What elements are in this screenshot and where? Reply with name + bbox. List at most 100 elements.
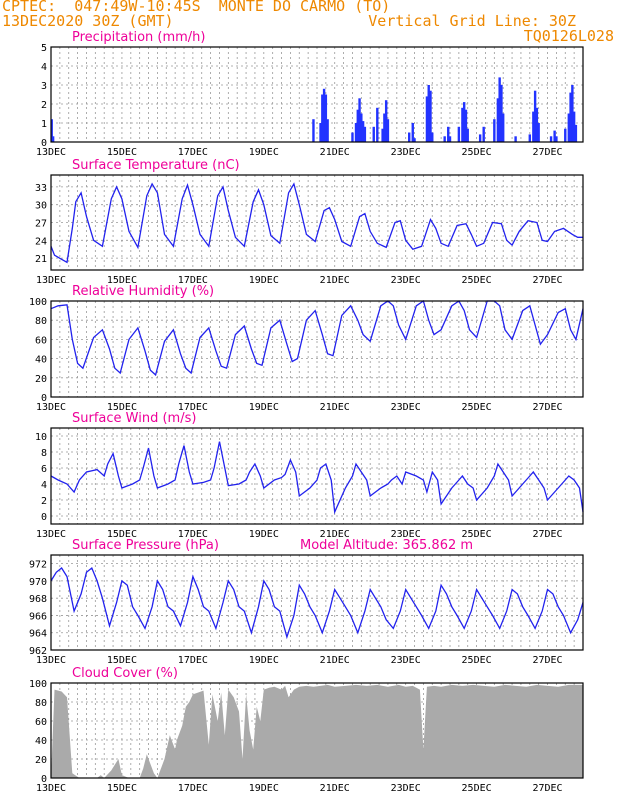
precip-bar [360,113,363,142]
wind-ytick-label: 8 [41,448,47,459]
wind-xtick-label: 17DEC [178,529,208,540]
header-datetime: 13DEC2020 30Z (GMT) [2,12,174,30]
temperature-ytick-label: 21 [35,254,47,265]
precip-bar [361,121,365,142]
pressure-ytick-label: 968 [29,594,47,605]
temperature-ytick-label: 27 [35,219,47,230]
precip-bar [535,107,539,142]
humidity-ytick-label: 0 [41,393,47,404]
humidity-frame [50,300,584,398]
humidity-xtick-label: 13DEC [36,402,66,413]
humidity-xtick-label: 25DEC [462,402,492,413]
cloud-xtick-label: 21DEC [320,783,350,794]
temperature-series-line [50,182,583,264]
precip-bar [498,77,501,142]
precip-bar [50,119,53,142]
precip-ytick-label: 4 [41,62,47,73]
pressure-annotation: Model Altitude: 365.862 m [300,538,473,553]
precip-xtick-label: 15DEC [107,147,137,158]
temperature-frame [50,174,584,271]
precip-bar [462,102,466,142]
precip-bar [384,100,388,142]
wind-series-line [50,441,584,515]
pressure-frame [50,554,584,651]
precip-bar [493,119,496,142]
precip-bar [574,124,578,142]
temperature-xtick-label: 19DEC [249,275,279,286]
precip-bar [549,136,553,142]
cloud-xtick-label: 25DEC [462,783,492,794]
humidity-panel: 0 20 40 60 80 100 13DEC 15DEC 17DEC 19DEC 21DEC 23D… [29,284,584,413]
precip-xtick-label: 19DEC [249,147,279,158]
cloud-ytick-label: 20 [35,755,47,766]
cloud-xtick-label: 23DEC [391,783,421,794]
precip-bar [351,132,354,142]
precip-bar [354,123,358,142]
humidity-title: Relative Humidity (%) [72,284,214,299]
pressure-ytick-label: 972 [29,560,47,571]
precip-bar [478,134,482,142]
precip-bar [443,136,446,142]
cloud-ytick-label: 100 [29,679,47,690]
pressure-xtick-label: 27DEC [532,655,562,666]
wind-frame [50,427,584,525]
precip-xtick-label: 21DEC [320,147,350,158]
temperature-panel: 21 24 27 30 33 13DEC 15DEC 17DEC 19DEC 21DEC 23DEC… [35,158,584,286]
wind-xtick-label: 21DEC [320,529,350,540]
humidity-series-line [50,299,584,377]
precip-bar [448,136,452,142]
pressure-xtick-label: 25DEC [462,655,492,666]
cloud-title: Cloud Cover (%) [72,666,178,681]
pressure-ytick-label: 966 [29,611,47,622]
humidity-xtick-label: 19DEC [249,402,279,413]
temperature-ytick-label: 30 [35,201,47,212]
precip-xtick-label: 23DEC [391,147,421,158]
humidity-ytick-label: 60 [35,335,47,346]
precip-bar [363,126,367,142]
precip-xtick-label: 25DEC [462,147,492,158]
precip-bar [564,128,567,142]
precip-bar [461,107,464,142]
humidity-xtick-label: 15DEC [107,402,137,413]
precip-bar [533,90,537,142]
precip-xtick-label: 13DEC [36,147,66,158]
cloud-panel: 0 20 40 60 80 100 13DEC 15DEC 17DEC 19DEC 21DEC 23D… [29,666,584,794]
precip-xtick-label: 27DEC [532,147,562,158]
humidity-xtick-label: 23DEC [391,402,421,413]
precip-bar [447,126,450,142]
wind-xtick-label: 23DEC [391,529,421,540]
precip-bar [555,136,558,142]
wind-xtick-label: 19DEC [249,529,279,540]
pressure-series-line [50,566,584,640]
humidity-xtick-label: 17DEC [178,402,208,413]
wind-title: Surface Wind (m/s) [72,411,196,426]
precip-bar [502,113,505,142]
wind-ytick-label: 2 [41,496,47,507]
temperature-xtick-label: 15DEC [107,275,137,286]
precip-bar [569,92,572,142]
cloud-ytick-label: 60 [35,717,47,728]
precip-bar [553,130,556,142]
humidity-xtick-label: 21DEC [320,402,350,413]
precip-bar [326,119,329,142]
precip-bar [571,85,574,142]
header-station: CPTEC: 047:49W-10:45S MONTE DO CARMO (TO… [2,0,391,15]
wind-xtick-label: 27DEC [532,529,562,540]
precip-bar [532,111,535,142]
precip-bar [496,98,500,142]
precip-bar [411,123,414,142]
precip-title: Precipitation (mm/h) [72,30,205,45]
precip-ytick-label: 2 [41,100,47,111]
cloud-ytick-label: 0 [41,774,47,785]
wind-ytick-label: 10 [35,432,47,443]
pressure-ytick-label: 964 [29,629,47,640]
precip-bar [500,85,503,142]
precip-bar [381,128,384,142]
precip-ytick-label: 3 [41,81,47,92]
wind-ytick-label: 4 [41,480,47,491]
temperature-xtick-label: 13DEC [36,275,66,286]
precip-bar [319,123,322,142]
precip-bar [356,109,359,142]
precip-panel: 0 1 2 3 4 5 13DEC 15DEC 17DEC 19DEC 21DEC 23DEC 25DE… [36,30,584,158]
precip-bar [386,119,390,142]
